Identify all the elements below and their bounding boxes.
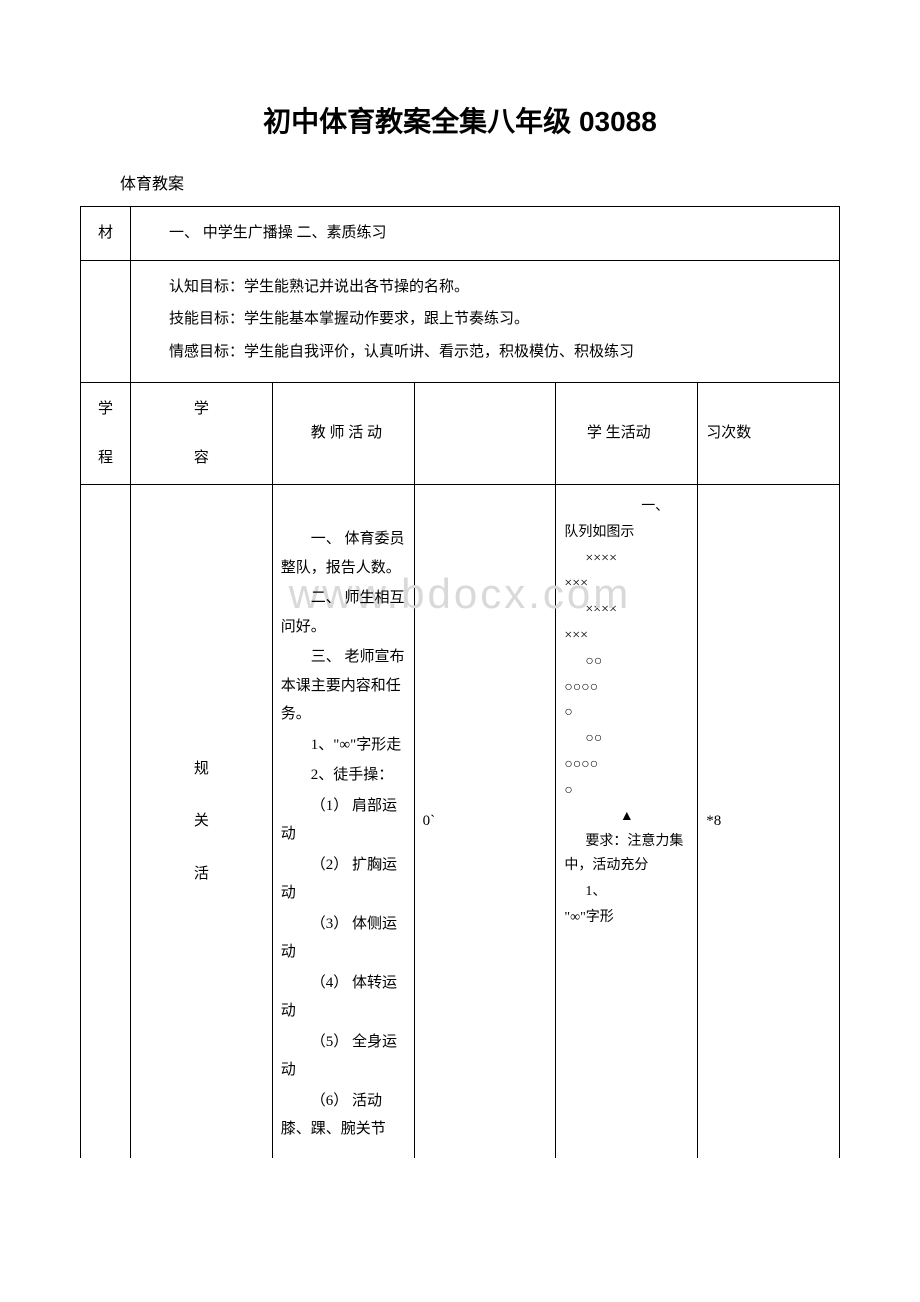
- table-header-row: 学 程 学 容 教 师 活 动 学 生活动 习次数: [81, 383, 840, 485]
- header-col6: 习次数: [698, 383, 840, 485]
- emotional-goal: 情感目标：学生能自我评价，认真听讲、看示范，积极模仿、积极练习: [139, 338, 831, 367]
- document-title: 初中体育教案全集八年级 03088: [80, 100, 840, 140]
- header-col2: 学 容: [131, 383, 273, 485]
- student-activity-cell: 一、 队列如图示 ×××× ××× ×××× ××× ○○ ○○○○ ○ ○○ …: [556, 485, 698, 1158]
- process-cell: [81, 485, 131, 1158]
- header-col5: 学 生活动: [556, 383, 698, 485]
- header-col4: [414, 383, 556, 485]
- table-body-row: 规 关 活 一、 体育委员整队，报告人数。 二、 师生相互问好。 三、 老师宣布…: [81, 485, 840, 1158]
- table-row: 材 一、 中学生广播操 二、素质练习: [81, 207, 840, 261]
- header-col3: 教 师 活 动: [272, 383, 414, 485]
- materials-label: 材: [81, 207, 131, 261]
- teacher-activity-cell: 一、 体育委员整队，报告人数。 二、 师生相互问好。 三、 老师宣布本课主要内容…: [272, 485, 414, 1158]
- materials-content: 一、 中学生广播操 二、素质练习: [131, 207, 840, 261]
- goals-content: 认知目标：学生能熟记并说出各节操的名称。 技能目标：学生能基本掌握动作要求，跟上…: [131, 260, 840, 383]
- cognitive-goal: 认知目标：学生能熟记并说出各节操的名称。: [139, 273, 831, 302]
- reps-cell: *8: [698, 485, 840, 1158]
- content-cell: 规 关 活: [131, 485, 273, 1158]
- header-col1: 学 程: [81, 383, 131, 485]
- skill-goal: 技能目标：学生能基本掌握动作要求，跟上节奏练习。: [139, 305, 831, 334]
- lesson-plan-table: 材 一、 中学生广播操 二、素质练习 认知目标：学生能熟记并说出各节操的名称。 …: [80, 206, 840, 1158]
- goals-label: [81, 260, 131, 383]
- time-cell: 0`: [414, 485, 556, 1158]
- table-row: 认知目标：学生能熟记并说出各节操的名称。 技能目标：学生能基本掌握动作要求，跟上…: [81, 260, 840, 383]
- subtitle: 体育教案: [120, 170, 840, 194]
